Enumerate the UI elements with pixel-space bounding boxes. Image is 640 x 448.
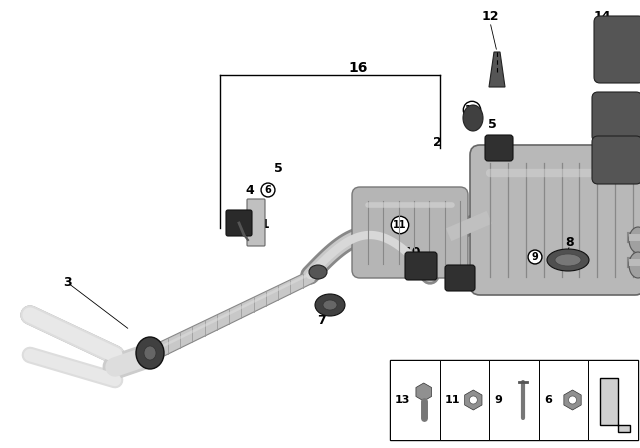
Ellipse shape xyxy=(463,105,483,131)
Circle shape xyxy=(469,396,477,404)
Bar xyxy=(390,360,440,440)
Text: 16: 16 xyxy=(348,61,368,75)
FancyBboxPatch shape xyxy=(470,145,640,295)
Text: 6: 6 xyxy=(264,185,271,195)
Polygon shape xyxy=(160,268,315,358)
Bar xyxy=(539,360,588,440)
Text: 13: 13 xyxy=(395,395,410,405)
FancyBboxPatch shape xyxy=(592,92,640,142)
Circle shape xyxy=(568,396,577,404)
Text: 15: 15 xyxy=(595,99,612,112)
Text: 11: 11 xyxy=(393,220,407,230)
Ellipse shape xyxy=(309,265,327,279)
Text: 1: 1 xyxy=(260,219,269,232)
Text: 7: 7 xyxy=(317,314,326,327)
Text: 9: 9 xyxy=(494,395,502,405)
Ellipse shape xyxy=(144,346,156,360)
Text: 3: 3 xyxy=(64,276,72,289)
FancyBboxPatch shape xyxy=(594,16,640,83)
FancyBboxPatch shape xyxy=(445,265,475,291)
Ellipse shape xyxy=(629,252,640,278)
Text: 6: 6 xyxy=(544,395,552,405)
Text: 11: 11 xyxy=(445,395,460,405)
Ellipse shape xyxy=(323,300,337,310)
Text: 8: 8 xyxy=(566,237,574,250)
Text: 12: 12 xyxy=(481,10,499,23)
FancyBboxPatch shape xyxy=(592,136,640,184)
Text: 13: 13 xyxy=(465,105,479,115)
Text: 14: 14 xyxy=(593,10,611,23)
FancyBboxPatch shape xyxy=(226,210,252,236)
Text: 4: 4 xyxy=(246,184,254,197)
FancyBboxPatch shape xyxy=(247,199,265,246)
Ellipse shape xyxy=(315,294,345,316)
Ellipse shape xyxy=(547,249,589,271)
Text: 9: 9 xyxy=(532,252,538,262)
Text: 5: 5 xyxy=(456,267,465,280)
Ellipse shape xyxy=(555,254,581,266)
Text: 2: 2 xyxy=(433,135,442,148)
Bar xyxy=(588,360,638,440)
Ellipse shape xyxy=(136,337,164,369)
Text: 10: 10 xyxy=(403,246,420,259)
Bar xyxy=(440,360,489,440)
Text: 5: 5 xyxy=(274,161,282,175)
Bar xyxy=(390,360,638,440)
Text: 5: 5 xyxy=(488,119,497,132)
Ellipse shape xyxy=(629,227,640,253)
Polygon shape xyxy=(600,378,630,432)
FancyBboxPatch shape xyxy=(485,135,513,161)
FancyBboxPatch shape xyxy=(405,252,437,280)
Bar xyxy=(489,360,539,440)
Polygon shape xyxy=(489,52,505,87)
Polygon shape xyxy=(162,271,313,348)
FancyBboxPatch shape xyxy=(352,187,468,278)
